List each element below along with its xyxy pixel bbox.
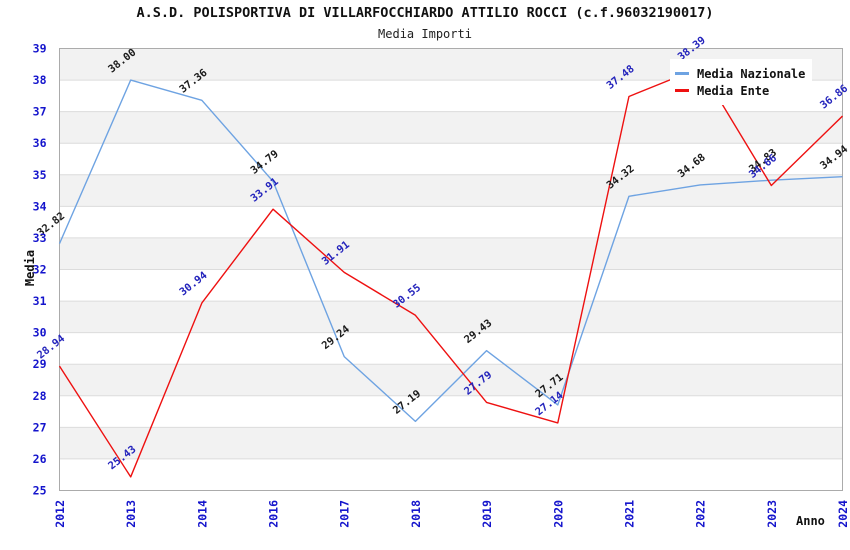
svg-text:2016: 2016 xyxy=(267,500,281,528)
svg-text:2023: 2023 xyxy=(765,500,779,528)
series-line-media-nazionale xyxy=(58,79,843,423)
y-tick-label: 32 xyxy=(33,263,47,277)
legend-label-nazionale: Media Nazionale xyxy=(697,66,806,81)
legend-item-media-ente: Media Ente xyxy=(675,82,806,99)
y-tick-label: 33 xyxy=(33,231,47,245)
plot-band xyxy=(59,364,843,396)
y-axis-title: Media xyxy=(23,249,37,287)
plot-band xyxy=(59,427,843,459)
svg-text:2018: 2018 xyxy=(409,500,423,528)
x-tick-label: 2013 xyxy=(124,500,138,528)
legend-label-ente: Media Ente xyxy=(697,83,770,98)
svg-text:34.94: 34.94 xyxy=(818,143,850,172)
plot-band xyxy=(59,237,843,270)
x-tick-label: 2012 xyxy=(53,500,67,528)
y-tick-label: 27 xyxy=(33,420,47,434)
svg-text:2017: 2017 xyxy=(338,500,352,528)
y-tick-label: 29 xyxy=(33,357,47,371)
y-tick-label: 38 xyxy=(33,73,47,87)
x-tick-label: 2019 xyxy=(480,500,494,528)
y-tick-label: 39 xyxy=(33,42,47,56)
svg-text:2021: 2021 xyxy=(622,500,636,528)
x-tick-label: 2024 xyxy=(836,500,850,528)
x-tick-label: 2017 xyxy=(338,500,352,528)
y-tick-label: 37 xyxy=(33,105,47,119)
plot-band xyxy=(59,301,843,333)
svg-text:2022: 2022 xyxy=(694,500,708,528)
svg-text:2020: 2020 xyxy=(551,500,565,528)
data-label: 36.86 xyxy=(818,83,850,112)
x-tick-label: 2022 xyxy=(694,500,708,528)
x-tick-label: 2023 xyxy=(765,500,779,528)
legend-swatch-nazionale-icon xyxy=(675,72,689,75)
svg-text:36.86: 36.86 xyxy=(818,83,850,112)
y-tick-label: 30 xyxy=(33,326,47,340)
svg-text:2012: 2012 xyxy=(53,500,67,528)
x-tick-label: 2016 xyxy=(267,500,281,528)
svg-text:2013: 2013 xyxy=(124,500,138,528)
y-tick-label: 35 xyxy=(33,168,47,182)
legend-item-media-nazionale: Media Nazionale xyxy=(675,65,806,82)
x-tick-label: 2020 xyxy=(551,500,565,528)
x-tick-label: 2014 xyxy=(195,500,209,528)
legend-swatch-ente-icon xyxy=(675,89,689,92)
x-tick-label: 2021 xyxy=(622,500,636,528)
svg-text:2019: 2019 xyxy=(480,500,494,528)
x-axis-title: Anno xyxy=(796,514,825,528)
plot-band xyxy=(59,111,843,144)
data-label: 30.94 xyxy=(177,269,209,298)
plot-band xyxy=(59,174,843,207)
x-tick-label: 2018 xyxy=(409,500,423,528)
y-tick-label: 34 xyxy=(33,199,47,213)
svg-text:2014: 2014 xyxy=(195,500,209,528)
y-tick-label: 26 xyxy=(33,452,47,466)
plot-border xyxy=(59,48,843,491)
legend: Media Nazionale Media Ente xyxy=(670,59,812,105)
y-tick-label: 28 xyxy=(33,389,47,403)
y-tick-label: 31 xyxy=(33,294,47,308)
y-tick-label: 36 xyxy=(33,136,47,150)
chart-subtitle: Media Importi xyxy=(378,27,472,41)
data-label: 34.94 xyxy=(818,143,850,172)
chart-title: A.S.D. POLISPORTIVA DI VILLARFOCCHIARDO … xyxy=(136,5,714,21)
svg-text:2024: 2024 xyxy=(836,500,850,528)
svg-text:30.94: 30.94 xyxy=(177,269,209,298)
y-tick-label: 25 xyxy=(33,484,47,498)
